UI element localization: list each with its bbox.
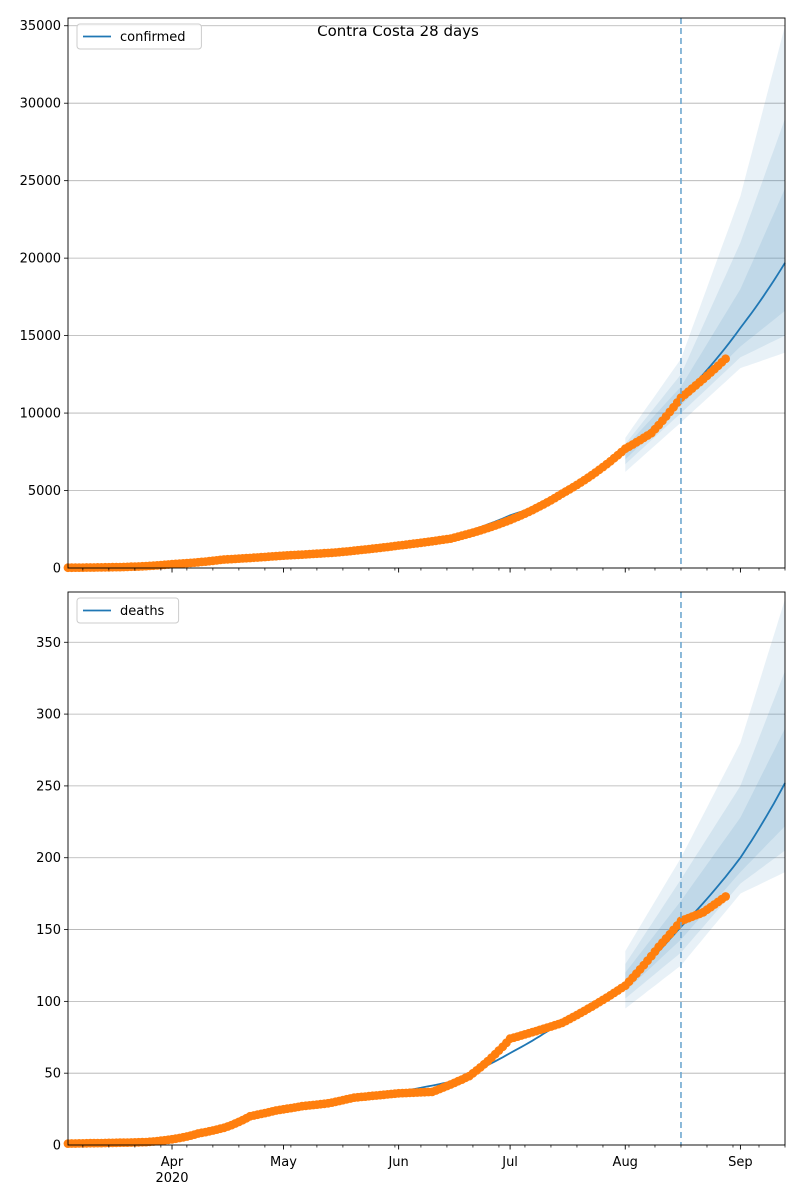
y-tick-label: 150 <box>36 923 61 938</box>
uncertainty-band-inner <box>625 188 785 460</box>
axes-frame <box>67 591 786 1146</box>
y-tick-label: 0 <box>53 562 61 577</box>
legend-label: confirmed <box>120 30 186 45</box>
uncertainty-band-middle <box>625 118 785 465</box>
observed-points <box>63 892 730 1148</box>
legend-box <box>76 23 202 50</box>
y-tick-label: 30000 <box>20 97 61 112</box>
y-tick-label: 50 <box>44 1067 61 1082</box>
chart-title: Contra Costa 28 days <box>317 22 479 40</box>
uncertainty-band-outer <box>625 25 785 472</box>
y-tick-label: 5000 <box>28 484 61 499</box>
legend-box <box>76 597 180 624</box>
x-tick-label: May <box>270 1155 297 1170</box>
x-tick-label: Sep <box>728 1155 753 1170</box>
deaths-panel: 0 50 100 150 200 250 300 350 deaths <box>36 591 786 1154</box>
observed-points <box>63 354 730 573</box>
x-tick-label: Aug <box>613 1155 638 1170</box>
legend: confirmed <box>76 23 202 50</box>
y-tick-label: 350 <box>36 636 61 651</box>
legend: deaths <box>76 597 180 624</box>
y-tick-label: 10000 <box>20 407 61 422</box>
x-year-label: 2020 <box>155 1171 188 1186</box>
y-tick-label: 15000 <box>20 329 61 344</box>
legend-label: deaths <box>120 604 165 619</box>
observed-point <box>721 354 730 364</box>
confirmed-panel: 0 5000 10000 15000 20000 25000 30000 35000 confi… <box>20 17 786 577</box>
axes-frame <box>67 17 786 569</box>
x-tick-label: Jul <box>501 1155 518 1170</box>
x-tick-label: Apr <box>161 1155 184 1170</box>
uncertainty-band-outer <box>625 599 785 1009</box>
y-tick-label: 300 <box>36 708 61 723</box>
uncertainty-band-middle <box>625 671 785 999</box>
observed-point <box>721 892 730 901</box>
x-axis-labels: Apr May Jun Jul Aug Sep 2020 <box>155 1155 752 1186</box>
y-tick-label: 0 <box>53 1139 61 1154</box>
y-tick-label: 100 <box>36 995 61 1010</box>
y-tick-label: 20000 <box>20 252 61 267</box>
y-tick-label: 35000 <box>20 19 61 34</box>
x-tick-label: Jun <box>387 1155 408 1170</box>
y-tick-label: 250 <box>36 779 61 794</box>
uncertainty-band-inner <box>625 728 785 992</box>
y-tick-label: 25000 <box>20 174 61 189</box>
y-tick-label: 200 <box>36 851 61 866</box>
